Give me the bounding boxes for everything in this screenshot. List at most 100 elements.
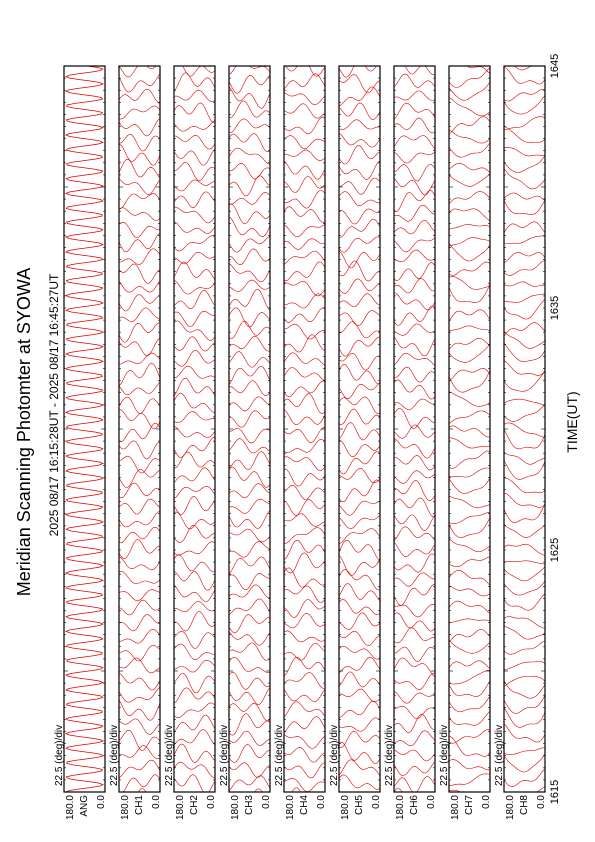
channel-label: CH2: [189, 795, 200, 815]
scan-trace: [449, 600, 490, 615]
scan-trace: [339, 646, 380, 660]
scan-trace: [284, 238, 325, 250]
scan-trace: [229, 191, 270, 205]
scan-trace: [504, 460, 545, 480]
scan-trace: [394, 164, 435, 182]
scan-trace: [229, 147, 270, 165]
scan-trace: [504, 452, 545, 465]
y-min-label: 0.0: [261, 795, 272, 809]
scan-trace: [449, 660, 490, 669]
scan-trace: [284, 484, 325, 500]
scan-trace: [449, 477, 490, 494]
scan-trace: [339, 731, 380, 749]
scan-trace: [284, 393, 325, 414]
scan-trace: [119, 337, 160, 356]
scan-trace: [504, 155, 545, 173]
traces: [504, 66, 545, 792]
scan-trace: [119, 382, 160, 396]
traces: [394, 66, 435, 792]
scan-trace: [449, 142, 490, 158]
scan-trace: [284, 161, 325, 180]
scan-trace: [174, 687, 215, 704]
scan-trace: [394, 497, 435, 518]
scan-trace: [229, 396, 270, 412]
scan-trace: [174, 149, 215, 166]
scan-trace: [284, 599, 325, 618]
scan-trace: [504, 543, 545, 556]
panel-ch3: 180.0 0.0 CH3 22.5 (deg)/div: [219, 65, 272, 820]
scan-trace: [119, 352, 160, 365]
scan-trace: [284, 190, 325, 209]
scan-trace: [394, 407, 435, 429]
scan-trace: [229, 320, 270, 339]
scan-trace: [229, 380, 270, 396]
scan-trace: [504, 281, 545, 287]
chart-subtitle: 2025 08/17 16:15:28UT - 2025 08/17 16:45…: [47, 273, 61, 536]
y-min-label: 0.0: [206, 795, 217, 809]
scan-trace: [229, 438, 270, 454]
y-max-label: 180.0: [340, 795, 351, 820]
panel-frame: [448, 65, 491, 793]
scan-trace: [284, 439, 325, 454]
scan-trace: [229, 642, 270, 661]
scan-trace: [174, 162, 215, 182]
scan-trace: [174, 365, 215, 379]
scan-trace: [504, 404, 545, 422]
scan-trace: [394, 526, 435, 542]
scan-trace: [449, 325, 490, 332]
scan-trace: [119, 511, 160, 528]
scan-trace: [339, 293, 380, 308]
scan-trace: [174, 320, 215, 341]
scan-trace: [504, 370, 545, 392]
scan-trace: [174, 221, 215, 234]
scan-trace: [449, 191, 490, 204]
scan-trace: [174, 134, 215, 150]
scan-trace: [174, 611, 215, 632]
scan-trace: [229, 713, 270, 736]
scan-trace: [229, 528, 270, 543]
scan-trace: [174, 206, 215, 224]
scan-trace: [284, 513, 325, 527]
scan-trace: [119, 294, 160, 312]
scan-trace: [449, 370, 490, 393]
scan-trace: [229, 335, 270, 352]
scan-trace: [339, 422, 380, 441]
scan-trace: [119, 718, 160, 735]
scan-trace: [449, 789, 490, 792]
y-max-label: 180.0: [230, 795, 241, 820]
scan-trace: [119, 672, 160, 691]
scan-trace: [394, 438, 435, 459]
scan-trace: [449, 208, 490, 221]
y-max-label: 180.0: [450, 795, 461, 820]
scan-trace: [284, 762, 325, 779]
scan-trace: [229, 288, 270, 311]
scan-trace: [449, 129, 490, 144]
scan-trace: [339, 569, 380, 591]
scan-trace: [449, 759, 490, 771]
scan-trace: [174, 761, 215, 778]
scan-trace: [394, 73, 435, 88]
scan-trace: [174, 120, 215, 132]
scan-trace: [504, 95, 545, 115]
scan-trace: [339, 102, 380, 121]
scan-trace: [339, 119, 380, 130]
scan-trace: [504, 88, 545, 102]
scan-trace: [174, 702, 215, 719]
scan-trace: [394, 424, 435, 439]
scan-trace: [229, 775, 270, 792]
scan-trace: [504, 126, 545, 143]
panel-ch6: 180.0 0.0 CH6 22.5 (deg)/div: [384, 65, 437, 820]
channel-label: CH8: [519, 795, 530, 815]
panel-ch5: 180.0 0.0 CH5 22.5 (deg)/div: [329, 65, 382, 820]
y-max-label: 180.0: [120, 795, 131, 820]
scan-trace: [504, 680, 545, 699]
y-min-label: 0.0: [371, 795, 382, 809]
x-tick-label: 1635: [549, 296, 561, 320]
scan-trace: [394, 190, 435, 212]
scan-trace: [119, 66, 160, 78]
scan-trace: [394, 102, 435, 120]
scan-trace: [339, 717, 380, 732]
scan-trace: [504, 66, 545, 71]
scan-trace: [284, 657, 325, 676]
scan-trace: [119, 599, 160, 616]
